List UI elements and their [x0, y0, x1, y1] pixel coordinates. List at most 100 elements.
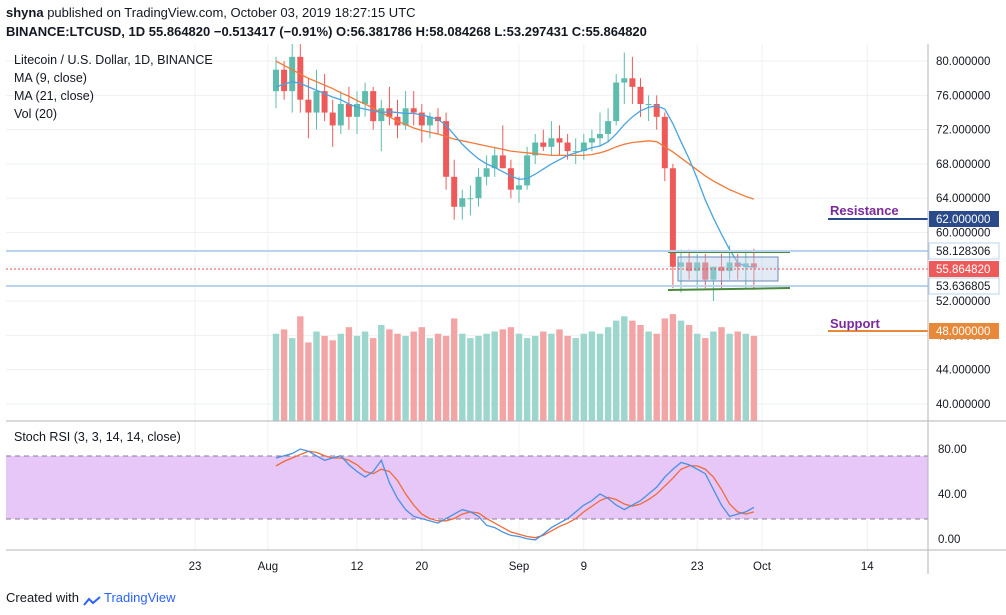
- volume-bar: [645, 331, 652, 421]
- volume-bar: [523, 338, 531, 421]
- legend-ma21: MA (21, close): [14, 89, 94, 103]
- candle-body: [694, 262, 701, 272]
- stoch-k-line: [275, 448, 755, 541]
- published-text: published on TradingView.com, October 03…: [47, 5, 416, 20]
- volume-bar: [434, 333, 442, 421]
- volume-bar: [280, 329, 288, 421]
- tradingview-brand[interactable]: TradingView: [104, 590, 176, 605]
- time-tick-label: Oct: [753, 561, 772, 573]
- stoch-rsi-panel: [275, 448, 755, 541]
- candle-body: [637, 86, 644, 104]
- candle-body: [742, 263, 749, 267]
- volume-bar: [345, 327, 353, 421]
- volume-bar: [734, 331, 741, 421]
- resistance-value-tag: [929, 211, 999, 227]
- candle-body: [491, 155, 498, 169]
- legend-vol: Vol (20): [14, 107, 57, 121]
- volume-bar: [321, 335, 328, 421]
- time-tick-label: 23: [691, 561, 704, 573]
- volume-bar: [402, 335, 409, 421]
- candle-body: [702, 262, 709, 280]
- volume-bar: [507, 327, 515, 421]
- time-axis-ticks: 23 Aug 12 20 Sep 9 23 Oct 14: [189, 561, 875, 573]
- candle-body: [548, 138, 555, 147]
- last-price: 55.864820: [148, 24, 211, 39]
- candle-body: [613, 82, 620, 122]
- price-tick-label: 60.000000: [936, 228, 990, 240]
- upper-value: 58.128306: [936, 246, 990, 258]
- open-label: O:: [336, 24, 351, 39]
- low-value: 53.297431: [506, 24, 569, 39]
- candle-body: [305, 99, 312, 113]
- time-tick-label: 12: [351, 561, 364, 573]
- volume-bar: [532, 335, 539, 421]
- lower-value: 53.636805: [936, 281, 990, 293]
- volume-bar: [297, 316, 304, 421]
- close-value: 55.864820: [585, 24, 647, 39]
- chart-header: shyna published on TradingView.com, Octo…: [0, 0, 1006, 44]
- volume-bar: [451, 318, 458, 421]
- candle-body: [710, 266, 717, 280]
- stoch-d-line: [275, 450, 755, 539]
- time-tick-label: Sep: [509, 561, 529, 573]
- volume-bar: [305, 342, 312, 421]
- rsi-tick-label: 40.00: [938, 489, 967, 501]
- volume-bar: [613, 320, 620, 421]
- candle-body: [475, 176, 482, 199]
- volume-bar: [491, 331, 498, 421]
- candle-body: [516, 185, 522, 190]
- candle-body: [597, 133, 603, 139]
- candle-body: [459, 198, 466, 207]
- volume-bar: [588, 331, 596, 421]
- candle-body: [686, 262, 693, 272]
- author-name[interactable]: shyna: [6, 5, 44, 20]
- rsi-tick-label: 0.00: [938, 534, 960, 546]
- candle-body: [354, 103, 360, 117]
- volume-bar: [621, 316, 628, 421]
- volume-bar: [548, 333, 555, 421]
- time-tick-label: 14: [861, 561, 874, 573]
- price-tick-label: 40.000000: [936, 399, 990, 411]
- volume-bar: [726, 333, 733, 421]
- volume-bar: [353, 335, 361, 421]
- volume-bar: [580, 333, 587, 421]
- candle-body: [337, 103, 344, 126]
- candle-body: [329, 112, 336, 126]
- candle-body: [313, 91, 320, 113]
- price-tick-label: 64.000000: [936, 193, 990, 205]
- ma9-line: [275, 81, 754, 268]
- legend-ma9: MA (9, close): [14, 71, 87, 85]
- ohlc-line: BINANCE:LTCUSD, 1D 55.864820 −0.513417 (…: [6, 24, 647, 39]
- volume-bar: [637, 325, 644, 421]
- tradingview-logo-icon: [82, 594, 101, 606]
- resistance-label: Resistance: [830, 203, 899, 218]
- volume-bar: [653, 333, 660, 421]
- volume-bar: [475, 335, 482, 421]
- created-with-text: Created with: [6, 590, 79, 605]
- time-tick-label: 9: [581, 561, 587, 573]
- volume-bar: [750, 335, 758, 421]
- volume-bar: [564, 335, 571, 421]
- candle-body: [564, 142, 571, 152]
- price-change: −0.513417 (−0.91%): [213, 24, 333, 39]
- volume-bar: [540, 331, 547, 421]
- candle-body: [507, 168, 514, 190]
- price-tick-label: 80.000000: [936, 56, 990, 68]
- upper-value-tag: [928, 242, 1000, 260]
- volume-bar: [378, 325, 385, 421]
- candle-body: [289, 56, 296, 92]
- rsi-tick-label: 80.00: [938, 444, 967, 456]
- candle-body: [451, 176, 458, 207]
- chart-canvas[interactable]: 80.000000 76.000000 72.000000 68.000000 64.0…: [0, 44, 1006, 586]
- low-label: L:: [494, 24, 507, 39]
- support-value: 48.000000: [936, 326, 990, 338]
- candle-body: [556, 138, 563, 143]
- time-tick-label: 23: [189, 561, 202, 573]
- support-value-tag: [929, 323, 999, 339]
- candle-body: [629, 78, 636, 87]
- candle-body: [645, 103, 652, 105]
- candle-body: [718, 266, 725, 272]
- volume-bar: [499, 329, 506, 421]
- candle-body: [726, 262, 733, 272]
- volume-bar: [677, 320, 685, 421]
